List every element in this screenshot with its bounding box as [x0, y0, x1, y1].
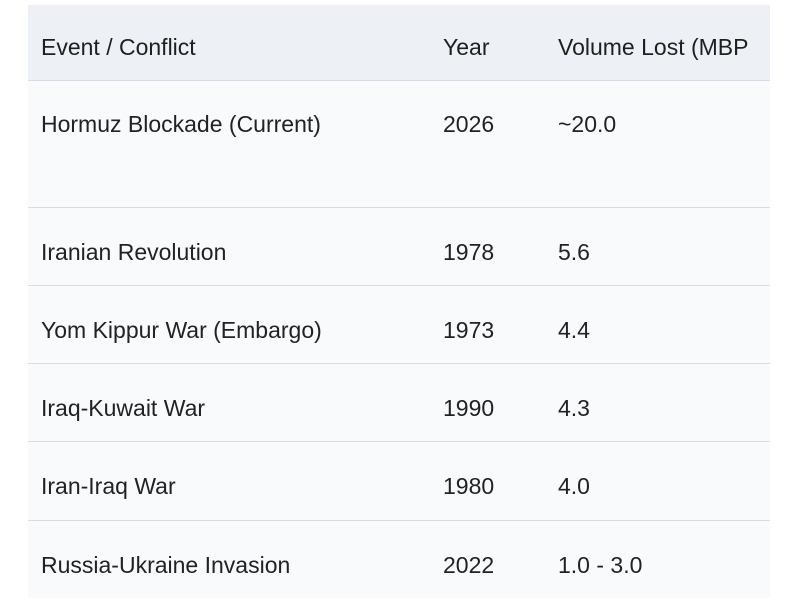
table-row: Iranian Revolution 1978 5.6: [28, 207, 770, 285]
table-cell: 1973: [443, 317, 495, 343]
table-cell: ~20.0: [558, 111, 617, 137]
header-cell: Volume Lost (MBP: [558, 34, 749, 60]
table-cell: Yom Kippur War (Embargo): [41, 317, 322, 343]
table-cell: 1978: [443, 239, 495, 265]
header-cell: Event / Conflict: [41, 34, 196, 60]
table-row: Iraq-Kuwait War 1990 4.3: [28, 363, 770, 441]
table-cell: 2022: [443, 552, 495, 578]
table-cell: 4.3: [558, 395, 590, 421]
table-cell: 1990: [443, 395, 495, 421]
table-cell: 2026: [443, 111, 495, 137]
table-row: Hormuz Blockade (Current) 2026 ~20.0: [28, 80, 770, 207]
table-row: Yom Kippur War (Embargo) 1973 4.4: [28, 285, 770, 363]
table-cell: 5.6: [558, 239, 590, 265]
table-cell: Iranian Revolution: [41, 239, 227, 265]
table-row: Russia-Ukraine Invasion 2022 1.0 - 3.0: [28, 520, 770, 598]
table-cell: Iraq-Kuwait War: [41, 395, 206, 421]
table: Event / Conflict Year Volume Lost (MBP Horm…: [28, 5, 770, 598]
table-row: Iran-Iraq War 1980 4.0: [28, 441, 770, 520]
table-cell: 1.0 - 3.0: [558, 552, 643, 578]
table-cell: Hormuz Blockade (Current): [41, 111, 321, 137]
table-cell: Russia-Ukraine Invasion: [41, 552, 291, 578]
table-cell: 4.4: [558, 317, 590, 343]
table-header: Event / Conflict Year Volume Lost (MBP: [28, 5, 770, 80]
header-cell: Year: [443, 34, 490, 60]
table-cell: 4.0: [558, 473, 590, 499]
table-cell: 1980: [443, 473, 495, 499]
table-cell: Iran-Iraq War: [41, 473, 176, 499]
